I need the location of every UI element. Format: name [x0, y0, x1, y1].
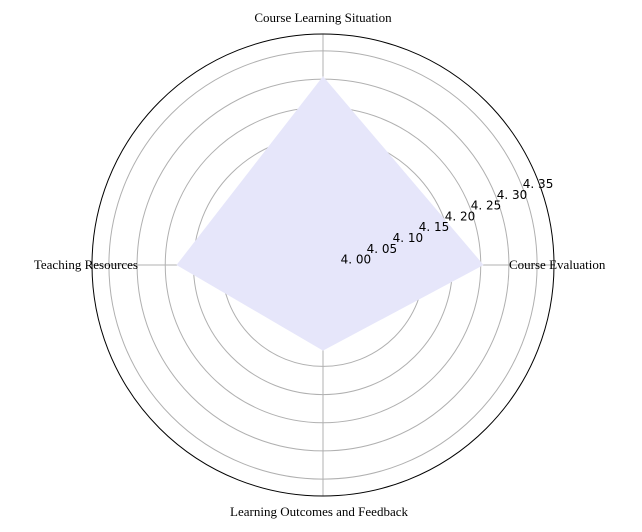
- radial-tick-label: 4. 15: [419, 220, 450, 234]
- category-label: Learning Outcomes and Feedback: [230, 504, 408, 519]
- radial-tick-label: 4. 30: [497, 188, 528, 202]
- radial-tick-label: 4. 25: [471, 199, 502, 213]
- data-layer: [176, 76, 484, 351]
- radial-tick-label: 4. 00: [341, 253, 372, 267]
- label-layer: Course Learning Situation Course Evaluati…: [34, 10, 606, 519]
- radial-tick-label: 4. 10: [393, 231, 424, 245]
- category-label: Teaching Resources: [34, 257, 138, 272]
- radial-tick-label: 4. 35: [523, 177, 554, 191]
- outer-circle: [91, 33, 555, 497]
- category-label: Course Evaluation: [509, 257, 606, 272]
- radial-tick-label: 4. 20: [445, 209, 476, 223]
- category-label: Course Learning Situation: [254, 10, 392, 25]
- series-area-0: [176, 76, 484, 351]
- axes-layer: [91, 33, 555, 497]
- radial-tick-label: 4. 05: [367, 242, 398, 256]
